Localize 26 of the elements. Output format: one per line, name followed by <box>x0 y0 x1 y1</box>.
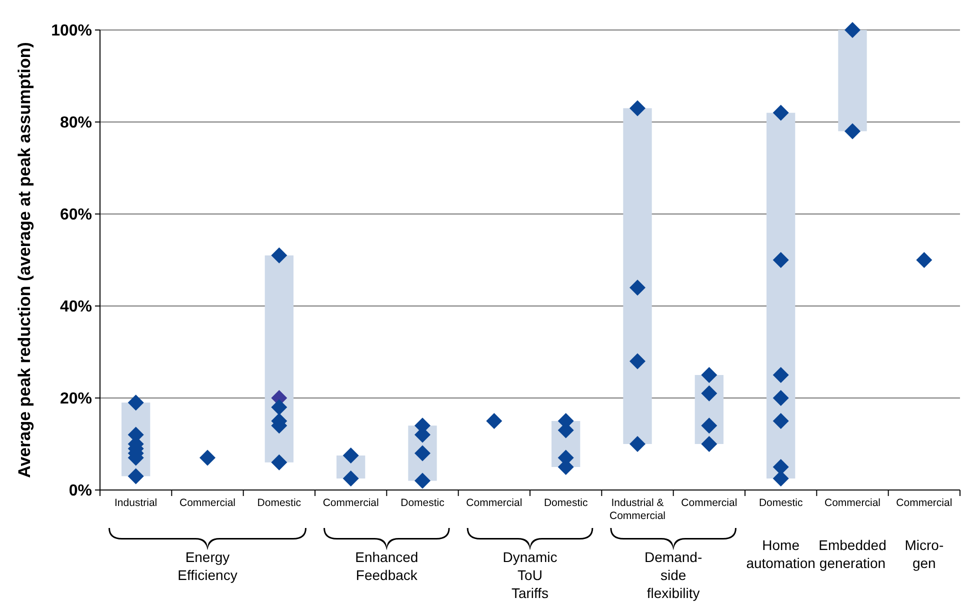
y-tick-label: 20% <box>60 390 92 408</box>
text: Embedded generation <box>818 537 886 571</box>
text: Enhanced Feedback <box>355 549 418 583</box>
x-tick-label: Domestic <box>400 497 444 509</box>
y-tick-label: 60% <box>60 206 92 224</box>
y-axis-title: Average peak reduction (average at peak assumption) <box>15 42 34 478</box>
x-tick-label: Industrial <box>114 497 158 509</box>
text: Home automation <box>746 537 816 571</box>
text: Dynamic ToU Tariffs <box>502 549 558 601</box>
x-tick-label: Commercial <box>681 497 738 509</box>
y-tick-label: 100% <box>51 22 92 40</box>
y-tick-label: 40% <box>60 298 92 316</box>
y-tick-label: 0% <box>68 482 92 500</box>
x-tick-label: Commercial <box>179 497 236 509</box>
x-tick-label: Domestic <box>758 497 803 509</box>
x-tick-label: Domestic <box>257 497 302 509</box>
x-tick-label: Commercial <box>824 497 881 509</box>
x-tick-label: Industrial & Commercial <box>609 497 666 522</box>
text: Micro-gen <box>904 537 944 571</box>
x-tick-label: Domestic <box>544 497 588 509</box>
x-tick-label: Commercial <box>466 497 522 509</box>
text: Demand-side flexibility <box>644 549 702 601</box>
text: Energy Efficiency <box>178 549 238 583</box>
x-tick-label: Commercial <box>322 497 379 509</box>
x-tick-label: Commercial <box>896 497 952 509</box>
y-tick-label: 80% <box>60 114 92 132</box>
